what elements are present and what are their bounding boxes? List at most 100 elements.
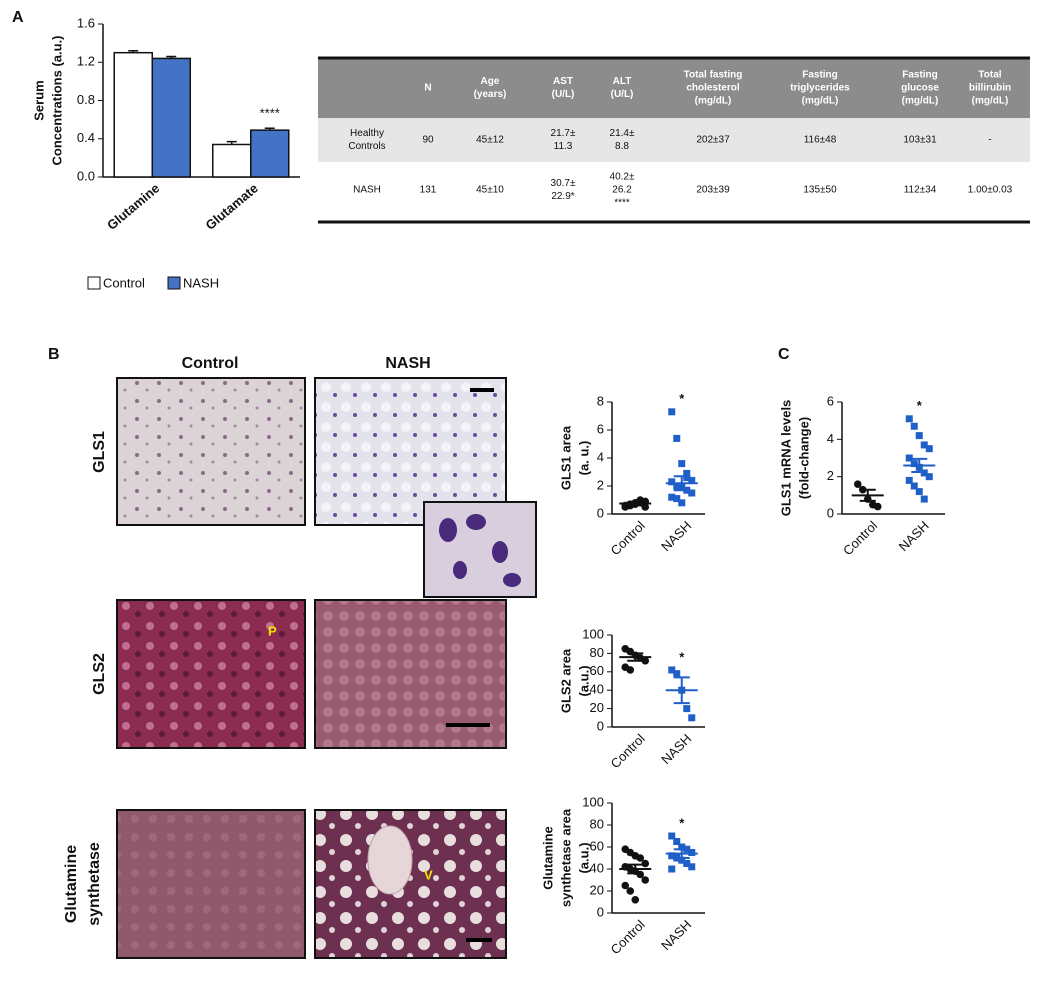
y-tick-label: 100 <box>582 626 604 641</box>
y-tick-label: 0.8 <box>77 92 95 107</box>
x-tick-label: NASH <box>896 518 932 554</box>
point <box>905 476 913 484</box>
point <box>925 473 933 481</box>
micrograph-annotation: V <box>424 867 433 882</box>
table-header: (mg/dL) <box>972 96 1009 107</box>
y-tick-label: 4 <box>597 449 604 464</box>
point <box>641 656 650 665</box>
x-tick-label: NASH <box>658 731 694 767</box>
y-axis-label: GLS1 mRNA levels <box>778 400 793 517</box>
table-header: cholesterol <box>686 83 740 94</box>
table-cell: 203±39 <box>696 185 730 196</box>
point <box>631 896 640 904</box>
y-tick-label: 60 <box>590 663 604 678</box>
y-tick-label: 100 <box>582 794 604 809</box>
point <box>641 503 650 511</box>
y-axis-label: Concentrations (a.u.) <box>49 35 64 165</box>
point <box>688 863 696 871</box>
point <box>673 482 681 490</box>
point <box>915 432 923 440</box>
y-tick-label: 0 <box>597 505 604 520</box>
y-tick-label: 0 <box>827 505 834 520</box>
point <box>673 670 681 678</box>
y-tick-label: 6 <box>827 393 834 408</box>
point <box>636 854 645 862</box>
table-cell: 26.2 <box>612 185 632 196</box>
table-cell: NASH <box>353 185 381 196</box>
table-cell: - <box>988 135 991 146</box>
table-cell: 1.00±0.03 <box>968 185 1013 196</box>
y-axis-label: (a.u.) <box>576 842 591 873</box>
table-cell: 8.8 <box>615 141 629 152</box>
y-axis-label: Serum <box>31 80 46 120</box>
y-tick-label: 60 <box>590 838 604 853</box>
table-header: (years) <box>474 89 507 100</box>
table-cell: 202±37 <box>696 135 730 146</box>
point <box>668 493 676 501</box>
panel-label: C <box>778 346 790 363</box>
y-axis-label: (a. u.) <box>576 441 591 476</box>
x-tick-label: Control <box>608 518 648 558</box>
table-cell: 45±12 <box>476 135 504 146</box>
significance: **** <box>260 106 280 121</box>
table-header: Total fasting <box>684 70 743 81</box>
point <box>910 422 918 430</box>
bar <box>212 143 252 178</box>
point <box>688 714 696 722</box>
point <box>668 478 676 486</box>
table-cell: 135±50 <box>803 185 837 196</box>
significance: * <box>679 391 685 406</box>
y-axis-label: GLS2 area <box>558 648 573 713</box>
y-tick-label: 80 <box>590 816 604 831</box>
point <box>668 852 676 860</box>
point <box>668 666 676 674</box>
point <box>668 865 676 873</box>
x-tick-label: Control <box>840 518 880 558</box>
legend-swatch <box>167 276 181 290</box>
point <box>668 832 676 840</box>
y-tick-label: 6 <box>597 421 604 436</box>
micrograph-annotation: P <box>268 623 277 638</box>
table-header: billirubin <box>969 83 1011 94</box>
table-cell: 21.7± <box>551 128 576 139</box>
significance: * <box>679 649 685 664</box>
bar <box>250 129 290 178</box>
y-tick-label: 1.6 <box>77 15 95 30</box>
y-axis-label: (fold-change) <box>796 417 811 499</box>
table-header: Fasting <box>902 70 938 81</box>
point <box>853 480 862 488</box>
table-cell: 131 <box>420 185 437 196</box>
table-cell: 11.3 <box>554 141 573 152</box>
table-header: AST <box>553 76 573 87</box>
point <box>678 460 686 468</box>
legend-swatch <box>87 276 101 290</box>
table-header: triglycerides <box>790 83 850 94</box>
point <box>920 495 928 503</box>
point <box>626 666 635 674</box>
point <box>621 881 630 890</box>
point <box>688 489 696 497</box>
point <box>683 474 691 482</box>
legend-label: NASH <box>183 275 219 290</box>
y-axis-label: synthetase area <box>558 808 573 907</box>
point <box>688 476 696 484</box>
point <box>641 859 650 868</box>
x-tick-label: NASH <box>658 917 694 953</box>
table-header: N <box>424 83 431 94</box>
micrograph <box>116 377 306 526</box>
point <box>905 454 913 462</box>
x-tick-label: Control <box>608 731 648 771</box>
table-cell: 21.4± <box>610 128 635 139</box>
point <box>910 482 918 490</box>
point <box>626 887 635 895</box>
table-header: Fasting <box>802 70 838 81</box>
y-tick-label: 40 <box>590 860 604 875</box>
point <box>905 415 913 423</box>
table-cell: 90 <box>422 135 434 146</box>
table-header: (mg/dL) <box>902 96 939 107</box>
point <box>641 876 650 884</box>
point <box>673 495 681 503</box>
point <box>688 849 696 856</box>
significance: * <box>679 815 685 830</box>
micrograph <box>314 809 507 959</box>
